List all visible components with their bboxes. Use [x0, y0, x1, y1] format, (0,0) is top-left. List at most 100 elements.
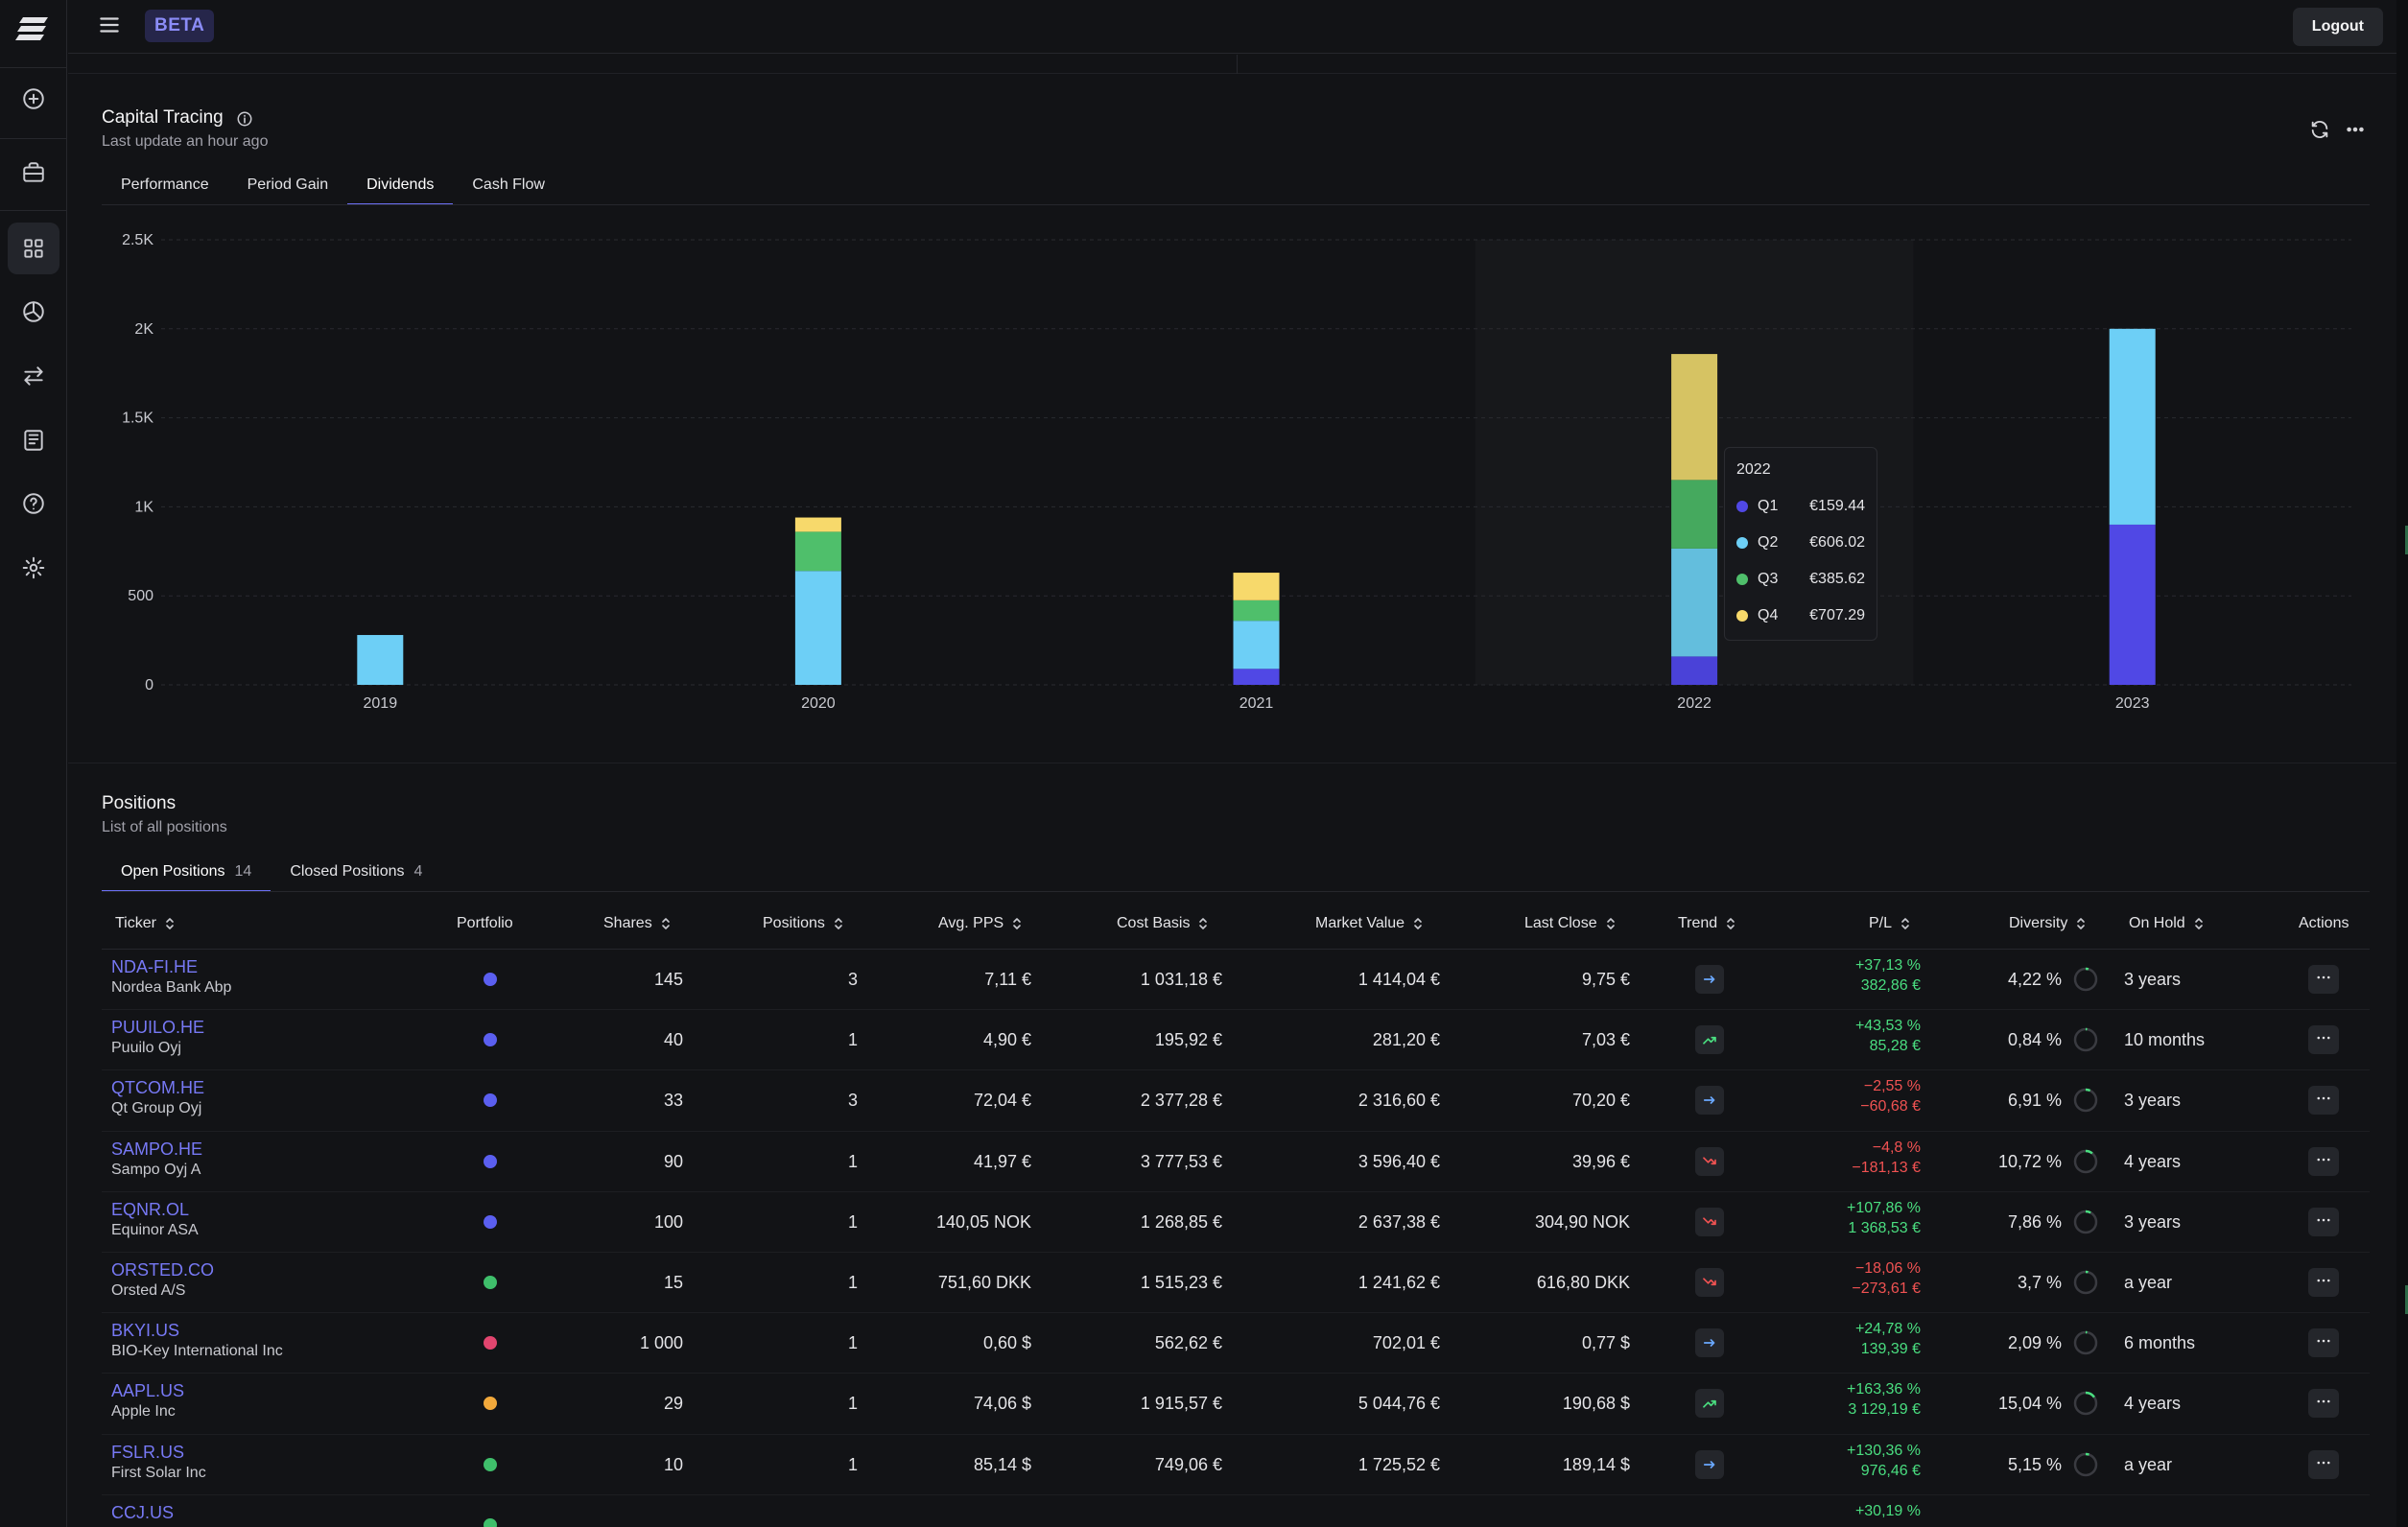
- table-row[interactable]: SAMPO.HE Sampo Oyj A 90 1 41,97 € 3 777,53 € 3…: [102, 1132, 2370, 1192]
- row-actions-button[interactable]: [2308, 1207, 2339, 1236]
- table-row[interactable]: ORSTED.CO Orsted A/S 15 1 751,60 DKK 1 515,23…: [102, 1253, 2370, 1314]
- cost-basis-value: 2 377,28 €: [1140, 1091, 1222, 1111]
- column-header-avg-pps[interactable]: Avg. PPS: [938, 915, 1023, 932]
- q2-dot-icon: [1736, 537, 1748, 549]
- bar-2022-q4[interactable]: [1671, 354, 1718, 481]
- tab-closed-positions[interactable]: Closed Positions 4: [271, 854, 441, 892]
- table-row[interactable]: EQNR.OL Equinor ASA 100 1 140,05 NOK 1 268,85…: [102, 1192, 2370, 1253]
- sidebar-item-dashboard[interactable]: [8, 223, 59, 274]
- bar-2021-q1[interactable]: [1233, 669, 1280, 685]
- sidebar-divider: [0, 138, 67, 139]
- sidebar-item-help[interactable]: [8, 478, 59, 529]
- sidebar-item-portfolios[interactable]: [8, 147, 59, 199]
- column-header-ticker[interactable]: Ticker: [115, 915, 176, 932]
- bar-2020-q2[interactable]: [794, 571, 841, 685]
- ticker-link[interactable]: SAMPO.HE: [111, 1139, 203, 1159]
- row-actions-button[interactable]: [2308, 1086, 2339, 1116]
- row-actions-button[interactable]: [2308, 1267, 2339, 1297]
- sidebar-item-allocation[interactable]: [8, 286, 59, 338]
- sort-icon: [1901, 918, 1909, 929]
- bar-2020-q3[interactable]: [794, 531, 841, 572]
- ticker-link[interactable]: EQNR.OL: [111, 1199, 190, 1219]
- column-header-label: Ticker: [115, 915, 156, 931]
- pl-percent: +24,78 %: [1854, 1321, 1921, 1338]
- pl-amount: −181,13 €: [1852, 1159, 1921, 1176]
- company-name: First Solar Inc: [111, 1464, 206, 1481]
- ticker-link[interactable]: QTCOM.HE: [111, 1078, 204, 1098]
- table-row[interactable]: QTCOM.HE Qt Group Oyj 33 3 72,04 €2 377,28 €…: [102, 1070, 2370, 1132]
- sidebar-item-settings[interactable]: [8, 542, 59, 594]
- logout-button[interactable]: Logout: [2292, 8, 2383, 46]
- diversity-value: 10,72 %: [1997, 1151, 2062, 1171]
- bar-2019-q2[interactable]: [357, 635, 404, 685]
- tooltip-series-name: Q4: [1758, 607, 1779, 623]
- section-divider: [68, 763, 2396, 764]
- more-options-button[interactable]: [2342, 116, 2369, 143]
- ticker-link[interactable]: BKYI.US: [111, 1321, 180, 1341]
- tooltip-series-name: Q1: [1758, 498, 1779, 514]
- bar-2021-q4[interactable]: [1233, 573, 1280, 600]
- y-tick-label: 500: [128, 588, 153, 604]
- scrollbar[interactable]: [2396, 0, 2408, 1527]
- positions-value: 1: [847, 1333, 858, 1353]
- refresh-button[interactable]: [2306, 116, 2333, 143]
- row-actions-button[interactable]: [2308, 1449, 2339, 1479]
- ellipsis-icon: [2317, 1097, 2330, 1100]
- column-header-positions[interactable]: Positions: [763, 915, 844, 932]
- bar-2022-q2[interactable]: [1671, 548, 1718, 657]
- tab-open-positions[interactable]: Open Positions 14: [102, 854, 271, 892]
- tab-cash-flow[interactable]: Cash Flow: [472, 176, 545, 193]
- row-actions-button[interactable]: [2308, 1328, 2339, 1358]
- column-header-shares[interactable]: Shares: [603, 915, 672, 932]
- ticker-link[interactable]: PUUILO.HE: [111, 1018, 205, 1038]
- column-header-last-close[interactable]: Last Close: [1524, 915, 1617, 932]
- ticker-link[interactable]: NDA-FI.HE: [111, 957, 198, 976]
- market-value-value: 3 596,40 €: [1357, 1151, 1440, 1171]
- app-logo-icon[interactable]: [15, 15, 50, 42]
- bar-2021-q3[interactable]: [1233, 599, 1280, 622]
- bar-2023-q1[interactable]: [2109, 524, 2156, 685]
- trend-badge: [1695, 1449, 1724, 1479]
- row-actions-button[interactable]: [2308, 1146, 2339, 1176]
- tab-label: Closed Positions: [290, 863, 405, 880]
- sidebar-item-add[interactable]: [8, 73, 59, 125]
- bar-2020-q4[interactable]: [794, 517, 841, 532]
- column-header-label: Avg. PPS: [938, 915, 1004, 931]
- info-icon[interactable]: [236, 110, 253, 128]
- last-close-value: 39,96 €: [1571, 1151, 1630, 1171]
- ticker-link[interactable]: FSLR.US: [111, 1442, 185, 1462]
- tab-dividends[interactable]: Dividends: [347, 167, 454, 205]
- dividends-chart[interactable]: 0 500 1K 1.5K 2K 2.5K 2019 2020 2021 2022 2023: [102, 221, 2356, 719]
- column-header-on-hold[interactable]: On Hold: [2129, 915, 2205, 932]
- tooltip-series-value: €707.29: [1809, 607, 1865, 623]
- bar-2023-q2[interactable]: [2109, 328, 2156, 525]
- table-row[interactable]: PUUILO.HE Puuilo Oyj 40 1 4,90 € 195,92 € 281,…: [102, 1010, 2370, 1071]
- ticker-link[interactable]: ORSTED.CO: [111, 1259, 215, 1280]
- column-header-diversity[interactable]: Diversity: [2009, 915, 2087, 932]
- table-row[interactable]: CCJ.US +30,19 %: [102, 1495, 2370, 1527]
- avg-pps-value: 85,14 $: [973, 1454, 1031, 1474]
- tab-period-gain[interactable]: Period Gain: [247, 176, 329, 193]
- ticker-link[interactable]: CCJ.US: [111, 1502, 175, 1522]
- table-row[interactable]: AAPL.US Apple Inc 29 1 74,06 $ 1 915,57 € 5 04…: [102, 1374, 2370, 1435]
- menu-button[interactable]: [97, 12, 126, 41]
- ticker-link[interactable]: AAPL.US: [111, 1381, 185, 1401]
- column-header-cost-basis[interactable]: Cost Basis: [1117, 915, 1209, 932]
- table-row[interactable]: BKYI.US BIO-Key International Inc 1 000 1 0,…: [102, 1313, 2370, 1374]
- row-actions-button[interactable]: [2308, 965, 2339, 994]
- sidebar-item-transactions[interactable]: [8, 350, 59, 402]
- table-row[interactable]: FSLR.US First Solar Inc 10 1 85,14 $ 749,06 €…: [102, 1435, 2370, 1495]
- column-header-p-l[interactable]: P/L: [1869, 915, 1911, 932]
- bar-2022-q3[interactable]: [1671, 480, 1718, 549]
- bar-2021-q2[interactable]: [1233, 621, 1280, 670]
- bar-2022-q1[interactable]: [1671, 656, 1718, 685]
- row-actions-button[interactable]: [2308, 1389, 2339, 1419]
- pl-amount: 139,39 €: [1860, 1341, 1921, 1358]
- column-header-trend[interactable]: Trend: [1678, 915, 1736, 932]
- tab-performance[interactable]: Performance: [121, 176, 209, 193]
- column-header-market-value[interactable]: Market Value: [1315, 915, 1424, 932]
- row-actions-button[interactable]: [2308, 1025, 2339, 1055]
- sidebar-item-news[interactable]: [8, 414, 59, 466]
- table-row[interactable]: NDA-FI.HE Nordea Bank Abp 145 3 7,11 € 1 031,…: [102, 950, 2370, 1011]
- column-header-label: Cost Basis: [1117, 915, 1191, 931]
